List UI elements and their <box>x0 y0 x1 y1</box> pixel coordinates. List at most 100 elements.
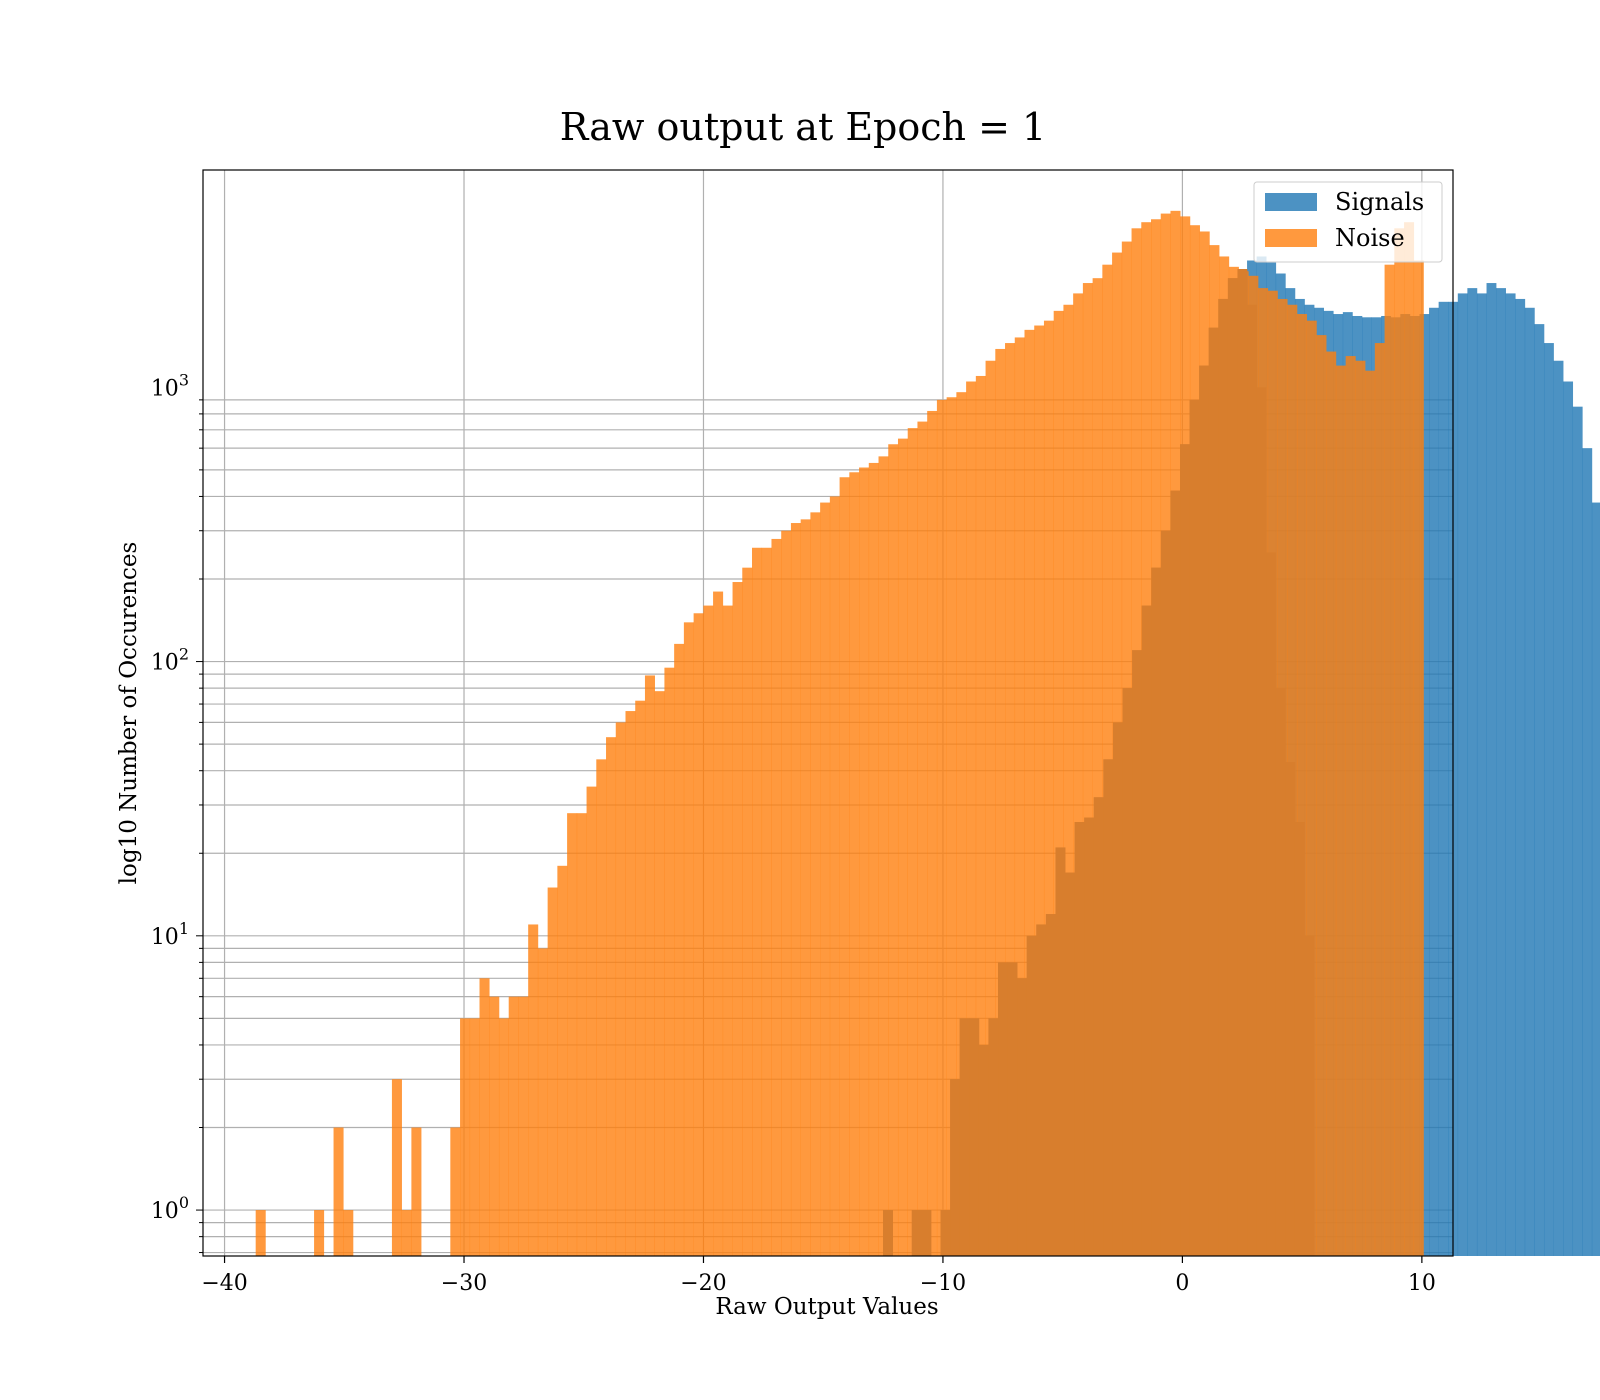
histogram-bar <box>1304 935 1315 1256</box>
histogram-bar <box>1160 530 1171 1256</box>
histogram-bar <box>1237 269 1248 1257</box>
x-tick-label: 10 <box>1408 1271 1436 1296</box>
histogram-bar <box>625 711 636 1256</box>
histogram-bar <box>596 759 607 1256</box>
histogram-bar <box>917 421 928 1256</box>
histogram-bar <box>1505 293 1516 1256</box>
histogram-bar <box>654 691 665 1256</box>
histogram-bar <box>1082 283 1093 1256</box>
y-tick-label: 100 <box>151 1193 189 1224</box>
x-axis-ticks: −40 −30 −20 −10 0 10 <box>201 1256 1436 1296</box>
histogram-bar <box>810 512 821 1256</box>
histogram-bar <box>790 523 801 1256</box>
histogram-bar <box>1335 365 1346 1256</box>
histogram-bar <box>911 1210 922 1256</box>
histogram-bar <box>1374 343 1385 1256</box>
histogram-bar <box>1092 278 1103 1256</box>
histogram-bar <box>1093 797 1104 1256</box>
histogram-bar <box>518 996 529 1256</box>
histogram-bar <box>940 1210 951 1256</box>
histogram-bar <box>557 865 568 1256</box>
histogram-bar <box>800 519 811 1256</box>
histogram-bar <box>606 737 617 1256</box>
histogram-bar <box>615 722 626 1256</box>
histogram-bar <box>703 605 714 1256</box>
histogram-bar <box>664 667 675 1256</box>
histogram-bar <box>1132 650 1142 1256</box>
histogram-bar <box>1053 310 1064 1256</box>
x-tick-label: 0 <box>1175 1271 1189 1296</box>
histogram-bar <box>897 438 909 1257</box>
histogram-bar <box>343 1210 354 1256</box>
histogram-bar <box>1014 337 1025 1257</box>
histogram-bar <box>1247 304 1257 1256</box>
histogram-bar <box>469 1018 480 1256</box>
histogram-bar <box>1355 360 1366 1257</box>
chart-title: Raw output at Epoch = 1 <box>560 105 1046 149</box>
histogram-bar <box>314 1210 325 1256</box>
histogram-bar <box>1199 365 1210 1256</box>
histogram-bar <box>722 605 733 1256</box>
histogram-bar <box>1055 847 1066 1256</box>
histogram-bar <box>489 996 500 1256</box>
histogram-bar <box>998 962 1008 1256</box>
histogram-bar <box>959 1018 970 1256</box>
histogram-bar <box>1218 298 1229 1256</box>
y-axis-ticks: 100 101 102 103 <box>151 370 203 1254</box>
x-tick-label: −20 <box>680 1271 726 1296</box>
x-tick-label: −40 <box>201 1271 247 1296</box>
histogram-bar <box>1151 567 1162 1256</box>
histogram-bar <box>1345 356 1356 1256</box>
histogram-bar <box>995 348 1006 1257</box>
histogram-bar <box>635 700 646 1256</box>
histogram-bar <box>1122 688 1133 1256</box>
y-axis-label: log10 Number of Occurences <box>116 542 142 885</box>
histogram-bars <box>255 210 1600 1257</box>
histogram-bar <box>1467 288 1478 1256</box>
histogram-bar <box>1384 264 1395 1256</box>
histogram-bar <box>644 675 655 1256</box>
histogram-bar <box>829 496 840 1257</box>
histogram-bar <box>988 1018 999 1256</box>
histogram-bar <box>752 547 763 1256</box>
legend-swatch-signals <box>1265 193 1317 211</box>
histogram-bar <box>1005 343 1016 1256</box>
histogram-bar <box>849 472 860 1257</box>
histogram-bar <box>576 813 587 1256</box>
histogram-bar <box>969 1018 980 1256</box>
legend: Signals Noise <box>1253 181 1443 263</box>
histogram-bar <box>1189 399 1200 1256</box>
histogram-bar <box>567 813 578 1256</box>
x-axis-label: Raw Output Values <box>715 1294 938 1320</box>
histogram-bar <box>1404 222 1415 1256</box>
histogram-bar <box>1534 324 1545 1256</box>
histogram-bar <box>1316 335 1327 1257</box>
histogram-bar <box>683 622 694 1256</box>
histogram-bar <box>1419 314 1430 1256</box>
histogram-bar <box>1486 283 1497 1256</box>
histogram-bar <box>927 410 938 1256</box>
histogram-bar <box>1208 327 1219 1256</box>
histogram-bar <box>537 948 548 1256</box>
histogram-bar <box>761 547 772 1256</box>
histogram-bar <box>950 1079 961 1256</box>
histogram-bar <box>820 502 831 1256</box>
histogram-bar <box>742 567 753 1256</box>
histogram-bar <box>1413 260 1424 1256</box>
legend-swatch-noise <box>1265 229 1317 247</box>
histogram-bar <box>1024 329 1035 1256</box>
histogram-bar <box>1256 387 1267 1256</box>
histogram-bar <box>1141 605 1152 1256</box>
histogram-bar <box>1034 325 1045 1256</box>
histogram-bar <box>1563 381 1574 1256</box>
histogram-bar <box>1438 301 1449 1256</box>
histogram-bar <box>1266 552 1277 1256</box>
histogram-bar <box>1227 278 1238 1256</box>
histogram-bar <box>921 1210 932 1256</box>
y-tick-label: 102 <box>151 645 189 676</box>
histogram-bar <box>946 397 957 1256</box>
histogram-bar <box>1457 293 1468 1256</box>
histogram-bar <box>936 399 947 1256</box>
series-overlap <box>883 269 1315 1257</box>
